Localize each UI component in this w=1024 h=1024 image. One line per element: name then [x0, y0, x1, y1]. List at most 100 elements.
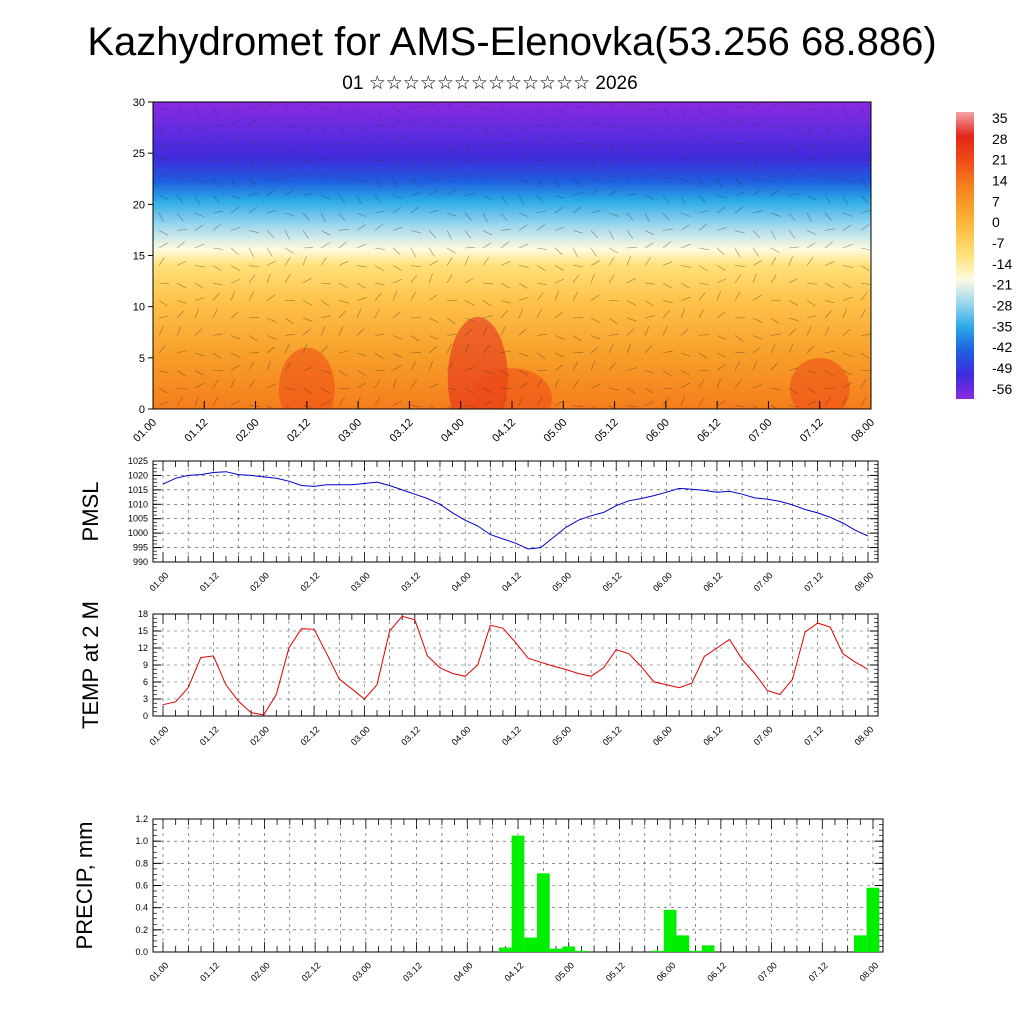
chart-subtitle: 01 ☆☆☆☆☆☆☆☆☆☆☆☆☆ 2026: [342, 73, 638, 94]
colorbar-label: -14: [992, 256, 1012, 272]
y-axis-title: PMSL: [78, 482, 103, 542]
y-tick-label: 990: [133, 557, 148, 567]
precip-bar: [651, 950, 664, 952]
y-tick-label: 1005: [128, 514, 148, 524]
y-tick-label: 0: [139, 404, 145, 416]
precip-bar: [866, 887, 880, 952]
x-tick-label: 05.12: [593, 417, 621, 445]
x-tick-label: 06.00: [644, 417, 672, 445]
colorbar: 35 28 21 14 7 0 -7 -14 -21 -28 -35 -42 -49 -56: [956, 110, 1012, 399]
x-tick-label: 02.00: [248, 724, 271, 747]
colorbar-label: -28: [992, 298, 1012, 314]
x-tick-label: 03.12: [401, 960, 424, 983]
pmsl-panel: 990 995 1000 1005 1010 1015 1020 1025 01.00 01.12…: [78, 456, 879, 593]
y-tick-label: 20: [133, 199, 145, 211]
x-tick-label: 06.00: [655, 960, 678, 983]
y-tick-label: 0.6: [135, 881, 148, 891]
colorbar-label: -35: [992, 318, 1012, 334]
x-tick-label: 05.00: [541, 417, 569, 445]
precip-bar: [689, 950, 702, 952]
precip-bar: [676, 935, 690, 952]
x-tick-label: 05.12: [601, 570, 624, 593]
x-tick-label: 07.12: [798, 417, 826, 445]
wind-vectors: [158, 102, 871, 409]
y-tick-label: 1025: [128, 456, 148, 466]
precip-panel: 0.0 0.2 0.4 0.6 0.8 1.0 1.2 01.00 01.12 02.00 02.1…: [72, 814, 884, 983]
x-tick-label: 03.00: [349, 724, 372, 747]
y-tick-label: 1010: [128, 499, 148, 509]
x-tick-label: 04.12: [490, 417, 518, 445]
x-tick-label: 04.00: [450, 570, 473, 593]
y-tick-label: 0.8: [135, 858, 148, 868]
y-tick-label: 1000: [128, 528, 148, 538]
precip-bar: [498, 947, 512, 952]
warm-core-3: [789, 357, 850, 409]
y-tick-label: 15: [138, 626, 148, 636]
x-tick-label: 01.00: [131, 417, 159, 445]
colorbar-label: 14: [992, 173, 1008, 189]
colorbar-label: -21: [992, 277, 1012, 293]
x-tick-label: 05.00: [553, 960, 576, 983]
y-tick-label: 9: [143, 660, 148, 670]
x-tick-label: 01.00: [147, 570, 170, 593]
x-tick-label: 04.00: [450, 724, 473, 747]
colorbar-label: 0: [992, 214, 1000, 230]
y-tick-label: 18: [138, 609, 148, 619]
series-line-temp2m: [162, 615, 869, 716]
y-tick-label: 0.0: [135, 947, 148, 957]
temperature-cross-section-panel: 0 5 10 15 20 25 30 01.00 01.12 02.00 02.12 03.00 03.…: [131, 97, 877, 445]
colorbar-swatch: [956, 112, 974, 399]
y-tick-label: 25: [133, 148, 145, 160]
y-tick-label: 12: [138, 643, 148, 653]
x-tick-label: 01.00: [147, 724, 170, 747]
y-tick-label: 1.0: [135, 836, 148, 846]
x-tick-label: 03.00: [349, 570, 372, 593]
x-tick-label: 05.00: [550, 570, 573, 593]
x-tick-label: 06.12: [695, 417, 723, 445]
y-tick-label: 3: [143, 694, 148, 704]
colorbar-label: -56: [992, 381, 1012, 397]
colorbar-label: -42: [992, 339, 1012, 355]
heatmap-field: [153, 102, 871, 409]
x-tick-label: 03.12: [399, 570, 422, 593]
x-tick-label: 07.00: [752, 724, 775, 747]
x-tick-label: 08.00: [852, 570, 875, 593]
heatmap-highlights: [278, 316, 850, 409]
x-tick-label: 07.12: [807, 960, 830, 983]
x-tick-label: 06.00: [651, 570, 674, 593]
x-tick-label: 04.12: [502, 960, 525, 983]
x-tick-label: 01.12: [198, 570, 221, 593]
x-tick-label: 06.00: [651, 724, 674, 747]
x-tick-label: 02.12: [285, 417, 313, 445]
colorbar-label: 21: [992, 152, 1008, 168]
x-tick-label: 04.12: [500, 570, 523, 593]
x-tick-label: 08.00: [857, 960, 880, 983]
precip-bar: [524, 937, 538, 952]
x-tick-label: 01.00: [147, 960, 170, 983]
colorbar-label: 7: [992, 193, 1000, 209]
precip-bar: [562, 946, 576, 952]
y-tick-label: 0: [143, 711, 148, 721]
y-tick-label: 0.2: [135, 925, 148, 935]
x-tick-label: 02.12: [298, 570, 321, 593]
x-tick-label: 01.12: [182, 417, 210, 445]
x-tick-label: 07.00: [756, 960, 779, 983]
x-tick-label: 07.12: [802, 570, 825, 593]
page-title: Kazhydromet for AMS-Elenovka(53.256 68.8…: [87, 20, 937, 64]
precip-bar: [549, 948, 563, 952]
x-tick-label: 07.12: [802, 724, 825, 747]
x-tick-label: 06.12: [705, 960, 728, 983]
precip-bar: [575, 950, 588, 952]
x-tick-label: 08.00: [849, 417, 877, 445]
x-tick-label: 03.00: [336, 417, 364, 445]
x-tick-label: 05.12: [601, 724, 624, 747]
x-tick-label: 04.00: [452, 960, 475, 983]
y-tick-label: 30: [133, 97, 145, 109]
grid-lines: [153, 460, 878, 563]
warm-core-2: [472, 368, 552, 409]
y-tick-label: 1015: [128, 485, 148, 495]
y-tick-label: 15: [133, 251, 145, 263]
x-tick-label: 02.12: [298, 724, 321, 747]
y-tick-label: 10: [133, 302, 145, 314]
precip-bar: [853, 935, 867, 952]
